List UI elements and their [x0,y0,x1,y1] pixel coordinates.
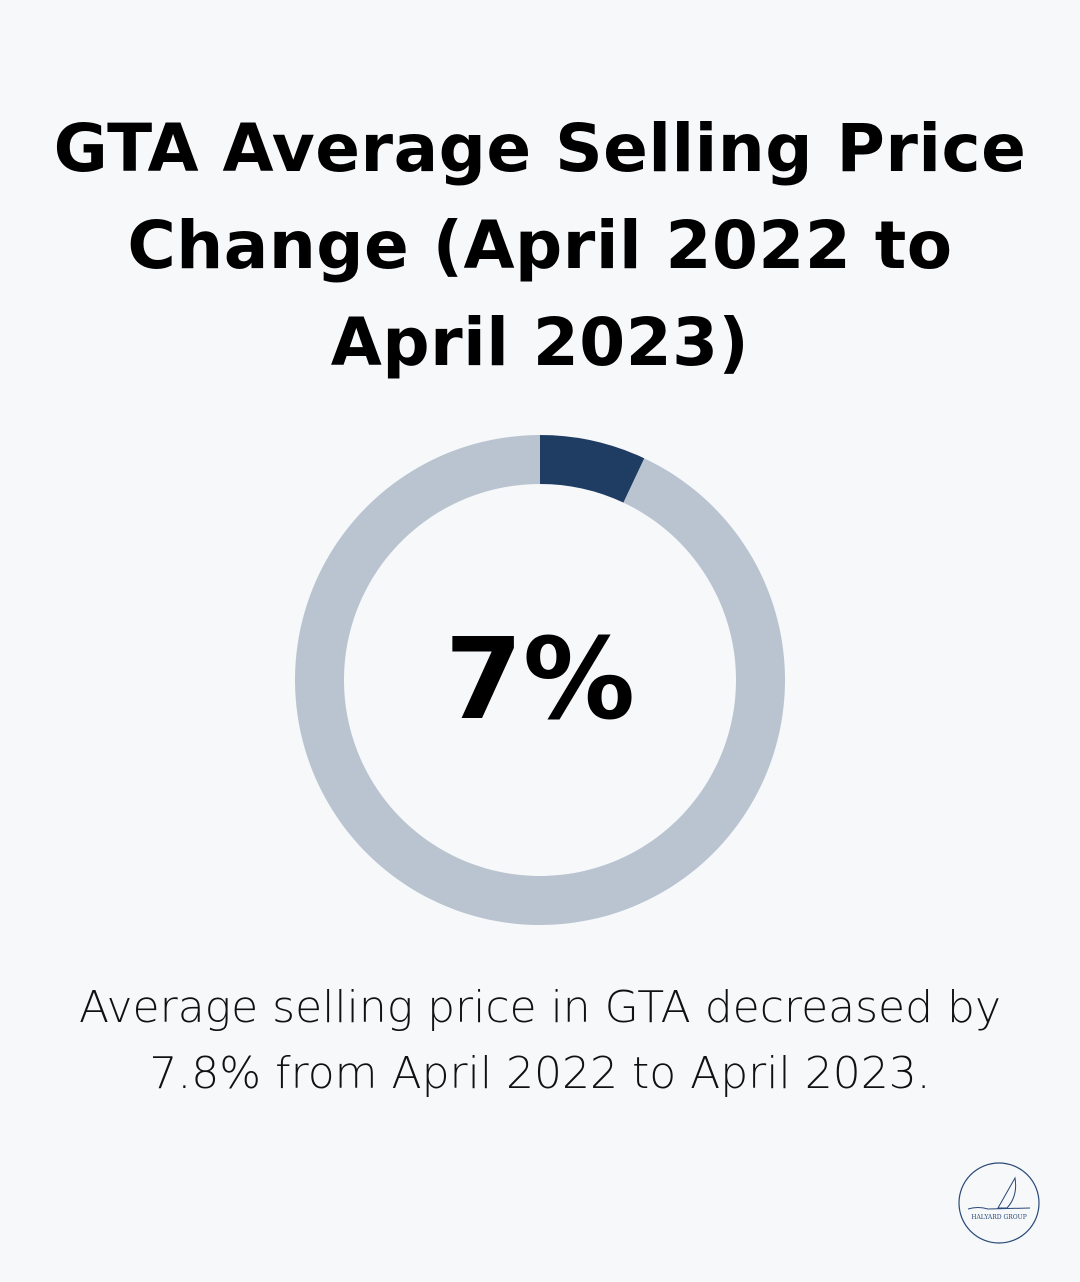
donut-segment-value [540,435,645,503]
caption: Average selling price in GTA decreased b… [79,982,1001,1099]
chart-title: GTA Average Selling Price Change (April … [53,110,1027,381]
halyard-group-logo: HALYARD GROUP [958,1162,1040,1244]
donut-center-label: 7% [444,615,636,745]
logo-text: HALYARD GROUP [971,1214,1027,1221]
